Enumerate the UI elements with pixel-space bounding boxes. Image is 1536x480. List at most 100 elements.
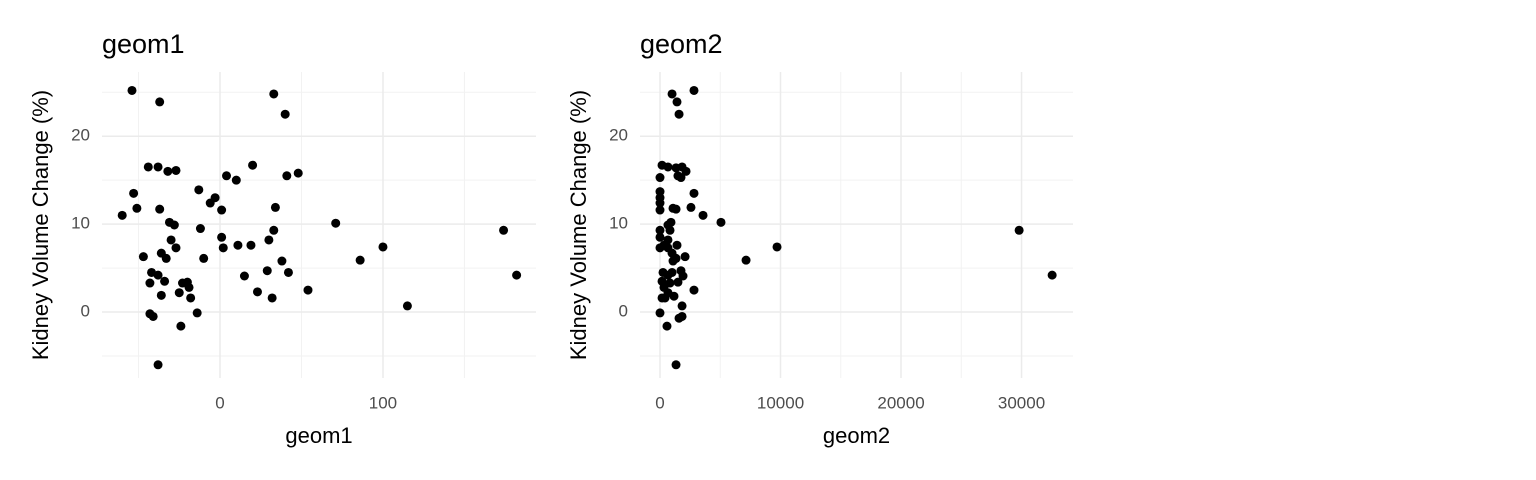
x-tick-label: 100	[369, 393, 397, 412]
point	[655, 187, 665, 197]
point	[217, 232, 227, 242]
point	[655, 308, 665, 318]
point	[153, 360, 163, 370]
y-axis-title: Kidney Volume Change (%)	[28, 90, 53, 360]
point	[218, 243, 228, 253]
y-tick-label: 0	[619, 302, 628, 321]
point	[246, 240, 256, 250]
point	[655, 243, 665, 253]
point	[217, 205, 227, 215]
point	[156, 290, 166, 300]
point	[655, 173, 665, 183]
point	[293, 168, 303, 178]
point	[331, 218, 341, 228]
y-tick-label: 0	[81, 302, 90, 321]
point	[772, 242, 782, 252]
y-tick-label: 20	[609, 126, 628, 145]
point	[176, 321, 186, 331]
point	[689, 285, 699, 295]
point	[673, 277, 683, 287]
point	[671, 204, 681, 214]
x-tick-label: 0	[655, 393, 664, 412]
point	[192, 308, 202, 318]
point	[668, 256, 678, 266]
point	[1014, 225, 1024, 235]
point	[667, 267, 677, 277]
point	[231, 175, 241, 185]
point	[672, 97, 682, 107]
point	[153, 270, 163, 280]
point	[195, 224, 205, 234]
point	[669, 291, 679, 301]
point	[689, 85, 699, 95]
x-tick-label: 10000	[757, 393, 804, 412]
point	[194, 185, 204, 195]
point	[677, 301, 687, 311]
point	[680, 252, 690, 262]
y-tick-label: 20	[71, 126, 90, 145]
point	[199, 253, 209, 263]
point	[1047, 270, 1057, 280]
x-tick-label: 0	[215, 393, 224, 412]
point	[269, 89, 279, 99]
point	[129, 188, 139, 198]
point	[655, 225, 665, 235]
point	[248, 160, 258, 170]
point	[277, 256, 287, 266]
point	[270, 202, 280, 212]
point	[716, 217, 726, 227]
point	[163, 166, 173, 176]
point	[160, 276, 170, 286]
x-axis-title: geom2	[823, 423, 890, 448]
point	[155, 204, 165, 214]
point	[355, 255, 365, 265]
point	[671, 360, 681, 370]
point	[252, 287, 262, 297]
point	[143, 162, 153, 172]
point	[655, 232, 665, 242]
point	[686, 202, 696, 212]
point	[171, 243, 181, 253]
point	[132, 203, 142, 213]
point	[674, 313, 684, 323]
point	[184, 282, 194, 292]
point	[117, 210, 127, 220]
point	[283, 267, 293, 277]
x-axis-title: geom1	[285, 423, 352, 448]
point	[512, 270, 522, 280]
point	[153, 162, 163, 172]
point	[264, 235, 274, 245]
point	[205, 198, 215, 208]
point	[655, 198, 665, 208]
point	[155, 97, 165, 107]
point	[499, 225, 509, 235]
point	[698, 210, 708, 220]
point	[169, 220, 179, 230]
point	[402, 301, 412, 311]
point	[174, 288, 184, 298]
point	[662, 321, 672, 331]
point	[674, 109, 684, 119]
point	[171, 165, 181, 175]
point	[138, 252, 148, 262]
chart-title: geom2	[640, 29, 723, 59]
y-tick-label: 10	[71, 214, 90, 233]
point	[222, 171, 232, 181]
point	[269, 225, 279, 235]
y-axis-title: Kidney Volume Change (%)	[566, 90, 591, 360]
x-tick-label: 30000	[998, 393, 1045, 412]
chart-title: geom1	[102, 29, 185, 59]
point	[672, 240, 682, 250]
point	[145, 278, 155, 288]
point	[267, 293, 277, 303]
point	[667, 89, 677, 99]
point	[282, 171, 292, 181]
point	[166, 235, 176, 245]
point	[655, 205, 665, 215]
point	[280, 109, 290, 119]
point	[681, 166, 691, 176]
point	[689, 188, 699, 198]
point	[741, 255, 751, 265]
